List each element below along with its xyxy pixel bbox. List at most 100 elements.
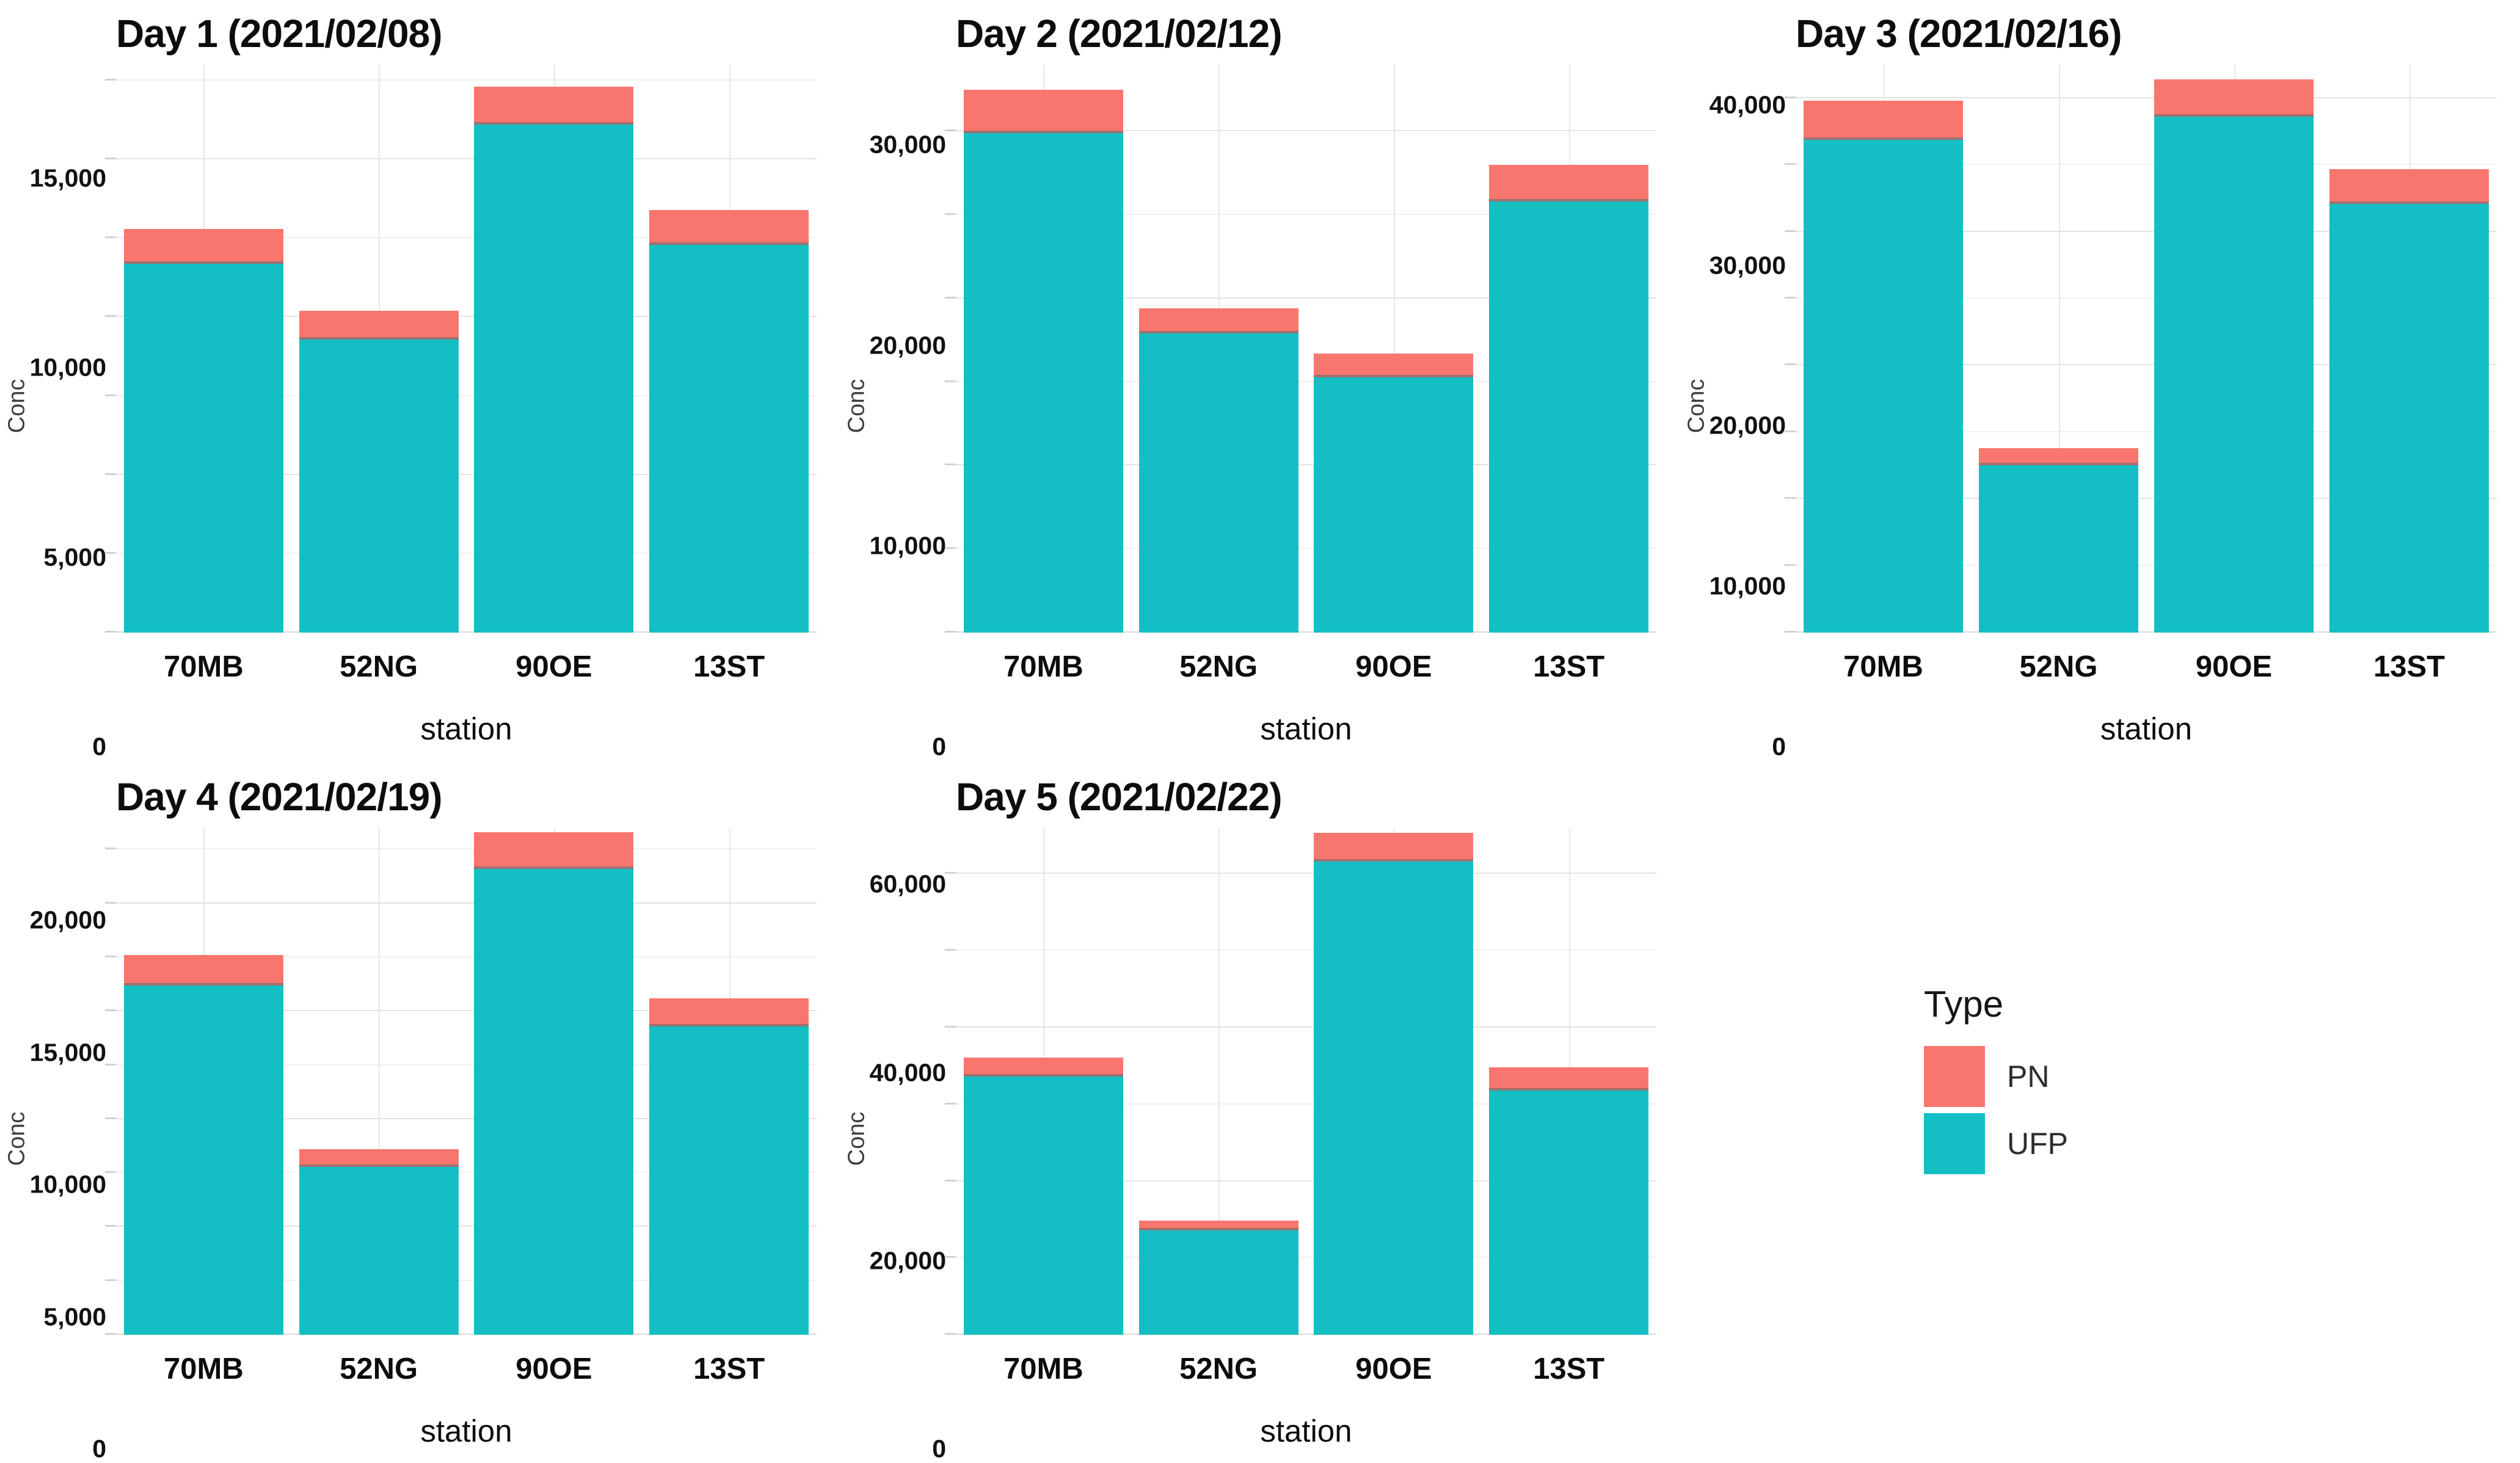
- bar-pn-52ng: [1978, 448, 2139, 466]
- y-axis-tick-labels: 0 20,000 40,000 60,000: [869, 828, 956, 1463]
- gridline-minor: [116, 237, 817, 239]
- y-tick-label: 15,000: [29, 164, 106, 192]
- y-tick-mark: [945, 872, 956, 874]
- x-axis-tick-labels: 70MB 52NG 90OE 13ST: [116, 650, 817, 705]
- gridline-minor: [116, 79, 817, 81]
- panel-body: Conc 0 10,000 20,000 30,000 70MB 52NG 90OE 13S…: [840, 65, 1680, 761]
- plot-column: 70MB 52NG 90OE 13ST station: [945, 65, 1680, 747]
- gridline-minor: [1796, 297, 2497, 299]
- bar-pn-70mb: [963, 90, 1123, 134]
- x-axis-label: station: [420, 1414, 512, 1448]
- gridline-vertical: [379, 828, 381, 1335]
- bar-ufp-13st: [649, 244, 809, 633]
- panel-day-4: Day 4 (2021/02/19) Conc 0 5,000 10,000 15,0…: [0, 763, 840, 1463]
- gridline-major: [116, 473, 817, 475]
- gridline-major: [1796, 96, 2497, 98]
- y-tick-mark: [105, 158, 116, 159]
- y-tick-label: 5,000: [43, 1302, 106, 1331]
- ufp-color-swatch: [1924, 1113, 1985, 1174]
- y-axis-tick-labels: 0 10,000 20,000 30,000 40,000: [1709, 65, 1796, 760]
- bar-pn-90oe: [474, 832, 634, 869]
- panel-body: Conc 0 20,000 40,000 60,000 70MB 52NG 90OE 13S…: [840, 828, 1680, 1463]
- y-tick-label: 60,000: [869, 869, 946, 898]
- y-tick-mark-minor: [105, 78, 116, 81]
- y-tick-label: 10,000: [1709, 572, 1786, 600]
- gridline-minor: [1796, 564, 2497, 566]
- bar-pn-52ng: [299, 1149, 459, 1167]
- panel-title-day-1: Day 1 (2021/02/08): [116, 12, 443, 56]
- y-tick-mark: [105, 631, 116, 633]
- x-tick-label-90oe: 90OE: [2195, 650, 2273, 683]
- x-tick-label-52ng: 52NG: [1179, 650, 1258, 683]
- y-tick-label: 0: [1772, 732, 1786, 761]
- x-tick-label-13st: 13ST: [693, 650, 765, 683]
- y-tick-label: 0: [92, 732, 106, 761]
- y-tick-mark-minor: [945, 1256, 956, 1258]
- y-tick-mark-minor: [105, 1063, 116, 1065]
- y-axis-tick-labels: 0 5,000 10,000 15,000 20,000: [30, 828, 116, 1463]
- bar-ufp-13st: [1489, 201, 1649, 633]
- bar-ufp-70mb: [963, 133, 1123, 633]
- plot-area-day-5: [945, 828, 1656, 1335]
- bar-ufp-52ng: [299, 1166, 459, 1335]
- y-tick-mark: [105, 1225, 116, 1227]
- plot-column: 70MB 52NG 90OE 13ST station: [105, 65, 840, 747]
- y-axis-label-column: Conc: [0, 828, 34, 1449]
- gridline-major: [116, 1117, 817, 1119]
- bar-pn-13st: [649, 998, 809, 1026]
- y-tick-mark-minor: [945, 380, 956, 382]
- y-tick-mark: [105, 1333, 116, 1335]
- y-tick-label: 20,000: [29, 906, 106, 934]
- gridline-major: [1796, 364, 2497, 366]
- x-tick-label-13st: 13ST: [1533, 650, 1605, 683]
- y-tick-label: 10,000: [29, 353, 106, 382]
- x-axis-tick-labels: 70MB 52NG 90OE 13ST: [956, 650, 1656, 705]
- bar-pn-70mb: [123, 228, 283, 264]
- y-axis-label: Conc: [1683, 379, 1709, 433]
- y-tick-mark: [1785, 230, 1796, 232]
- y-tick-label: 0: [92, 1434, 106, 1463]
- gridline-major: [116, 158, 817, 159]
- x-axis-baseline: [956, 631, 1656, 633]
- bar-pn-52ng: [299, 311, 459, 339]
- x-axis-tick-labels: 70MB 52NG 90OE 13ST: [956, 1352, 1656, 1407]
- x-axis-baseline: [1796, 631, 2497, 633]
- x-tick-label-90oe: 90OE: [515, 1352, 592, 1385]
- bar-pn-90oe: [1314, 354, 1474, 377]
- x-tick-label-70mb: 70MB: [1003, 650, 1083, 683]
- bar-pn-90oe: [474, 87, 634, 125]
- y-tick-mark-minor: [105, 1171, 116, 1174]
- y-tick-mark: [1785, 631, 1796, 633]
- gridline-major: [956, 873, 1656, 874]
- panel-title-day-3: Day 3 (2021/02/16): [1796, 12, 2122, 56]
- gridline-minor: [116, 1172, 817, 1174]
- bar-pn-90oe: [2154, 79, 2314, 117]
- x-axis-label: station: [1260, 1414, 1352, 1448]
- y-tick-label: 15,000: [29, 1038, 106, 1067]
- bar-pn-13st: [2329, 169, 2489, 204]
- y-tick-mark-minor: [105, 955, 116, 957]
- panel-body: Conc 0 5,000 10,000 15,000 20,000 70MB 52NG 90…: [0, 828, 840, 1463]
- y-tick-mark-minor: [105, 551, 116, 554]
- y-tick-mark-minor: [105, 236, 116, 239]
- y-tick-label: 5,000: [43, 543, 106, 572]
- gridline-minor: [956, 548, 1656, 550]
- gridline-minor: [116, 1064, 817, 1065]
- panel-title-day-4: Day 4 (2021/02/19): [116, 775, 443, 819]
- plot-area-day-3: [1785, 65, 2497, 633]
- gridline-minor: [116, 1279, 817, 1281]
- panel-day-1: Day 1 (2021/02/08) Conc 0 5,000 10,000 15,0…: [0, 0, 840, 763]
- y-axis-tick-labels: 0 5,000 10,000 15,000: [30, 65, 116, 761]
- y-tick-mark-minor: [1785, 564, 1796, 566]
- y-tick-mark-minor: [1785, 163, 1796, 165]
- y-tick-mark-minor: [945, 547, 956, 550]
- plot-area-day-1: [105, 65, 817, 633]
- gridline-major: [116, 1225, 817, 1227]
- x-axis-tick-labels: 70MB 52NG 90OE 13ST: [1796, 650, 2497, 705]
- gridline-major: [956, 1026, 1656, 1028]
- bar-pn-90oe: [1314, 832, 1474, 862]
- plot-column: 70MB 52NG 90OE 13ST station: [945, 828, 1680, 1449]
- legend-title: Type: [1924, 984, 2004, 1025]
- gridline-major: [116, 902, 817, 904]
